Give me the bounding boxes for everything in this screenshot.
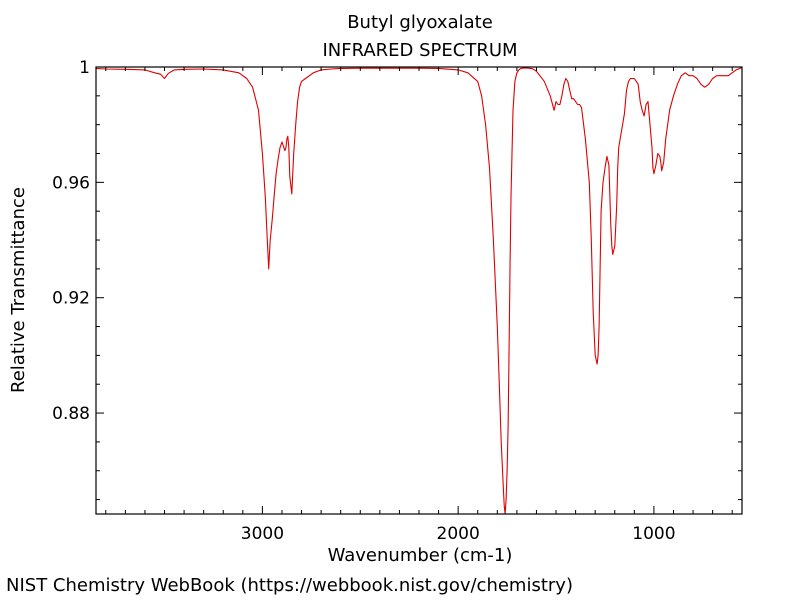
y-tick-label-3: 0.88 (52, 404, 90, 424)
chart-subtitle: INFRARED SPECTRUM (322, 40, 517, 61)
y-tick-label-0: 1 (79, 58, 90, 78)
spectrum-layer (95, 66, 743, 515)
y-tick-label-2: 0.92 (52, 289, 90, 309)
chart-title: Butyl glyoxalate (347, 12, 493, 33)
x-tick-label-2000: 2000 (437, 524, 480, 544)
x-tick-label-1000: 1000 (632, 524, 675, 544)
spectrum-line-0 (95, 66, 743, 515)
y-tick-label-1: 0.96 (52, 173, 90, 193)
source-credit: NIST Chemistry WebBook (https://webbook.… (6, 575, 573, 596)
x-axis-label: Wavenumber (cm-1) (328, 545, 513, 566)
x-tick-label-3000: 3000 (241, 524, 284, 544)
plot-frame (95, 66, 743, 515)
axes-layer: 3000 2000 1000 1 0.96 0.92 0.88 (52, 58, 743, 544)
y-axis-label: Relative Transmittance (8, 187, 29, 393)
